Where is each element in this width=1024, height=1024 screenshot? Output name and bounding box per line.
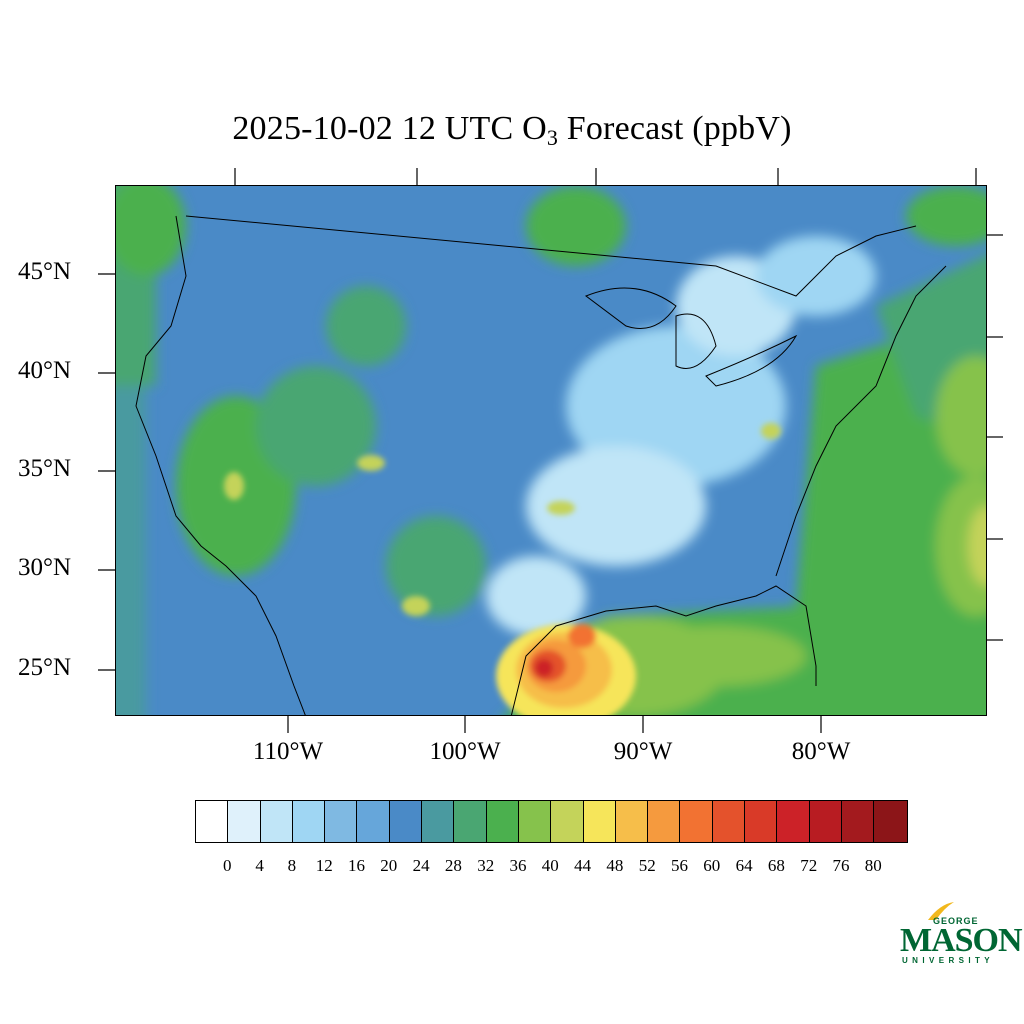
lat-label-45: 45°N xyxy=(18,258,72,285)
lon-label-100: 100°W xyxy=(429,738,501,765)
colorbar-swatch xyxy=(615,801,649,842)
colorbar-tick-label: 64 xyxy=(735,856,753,875)
colorbar xyxy=(195,800,908,843)
title-subscript: 3 xyxy=(546,125,559,150)
ozone-field xyxy=(116,186,986,715)
colorbar-swatch xyxy=(777,801,810,842)
logo-mason: MASON xyxy=(900,922,1023,959)
colorbar-swatch xyxy=(292,801,326,842)
colorbar-swatch xyxy=(680,801,713,842)
colorbar-swatch xyxy=(260,801,293,842)
colorbar-tick-label: 0 xyxy=(223,856,232,875)
colorbar-swatch xyxy=(486,801,519,842)
colorbar-tick-label: 68 xyxy=(767,856,785,875)
colorbar-tick-label: 60 xyxy=(703,856,721,875)
map-title: 2025-10-02 12 UTC O3 Forecast (ppbV) xyxy=(0,110,1024,151)
lat-label-35: 35°N xyxy=(18,455,72,482)
colorbar-swatch xyxy=(874,801,907,842)
colorbar-tick-label: 40 xyxy=(541,856,559,875)
colorbar-tick-label: 48 xyxy=(606,856,624,875)
colorbar-swatch xyxy=(454,801,487,842)
colorbar-swatch xyxy=(518,801,552,842)
gmu-logo: GEORGE MASON UNIVERSITY xyxy=(898,900,1023,970)
colorbar-swatch xyxy=(712,801,746,842)
colorbar-swatch xyxy=(551,801,584,842)
colorbar-tick-label: 36 xyxy=(509,856,527,875)
colorbar-swatch xyxy=(325,801,358,842)
title-prefix: 2025-10-02 12 UTC O xyxy=(232,110,547,147)
colorbar-tick-label: 28 xyxy=(444,856,462,875)
colorbar-swatch xyxy=(422,801,455,842)
logo-george: GEORGE xyxy=(933,916,979,926)
colorbar-swatch xyxy=(357,801,390,842)
colorbar-tick-label: 44 xyxy=(574,856,592,875)
colorbar-tick-label: 52 xyxy=(638,856,656,875)
colorbar-swatch xyxy=(228,801,261,842)
colorbar-swatch xyxy=(745,801,778,842)
colorbar-tick-label: 76 xyxy=(832,856,850,875)
lat-label-40: 40°N xyxy=(18,357,72,384)
colorbar-swatch xyxy=(583,801,616,842)
colorbar-swatch xyxy=(841,801,875,842)
colorbar-tick-label: 16 xyxy=(348,856,365,875)
ozone-map xyxy=(115,185,987,716)
colorbar-swatch xyxy=(389,801,423,842)
lon-label-110: 110°W xyxy=(252,738,324,765)
colorbar-swatch xyxy=(648,801,681,842)
title-suffix: Forecast (ppbV) xyxy=(558,110,792,147)
colorbar-tick-label: 24 xyxy=(412,856,430,875)
logo-swoosh-icon xyxy=(928,902,954,920)
colorbar-tick-label: 12 xyxy=(315,856,333,875)
colorbar-tick-label: 8 xyxy=(287,856,297,875)
logo-university: UNIVERSITY xyxy=(902,956,995,965)
colorbar-tick-label: 4 xyxy=(255,856,264,875)
colorbar-swatch xyxy=(196,801,229,842)
colorbar-tick-label: 56 xyxy=(671,856,688,875)
lat-label-30: 30°N xyxy=(18,554,72,581)
lon-label-90: 90°W xyxy=(613,738,673,765)
lat-label-25: 25°N xyxy=(18,654,72,681)
colorbar-swatch xyxy=(809,801,842,842)
lon-label-80: 80°W xyxy=(791,738,851,765)
colorbar-tick-label: 72 xyxy=(800,856,818,875)
colorbar-tick-label: 20 xyxy=(380,856,398,875)
colorbar-tick-label: 80 xyxy=(864,856,882,875)
colorbar-tick-label: 32 xyxy=(477,856,495,875)
